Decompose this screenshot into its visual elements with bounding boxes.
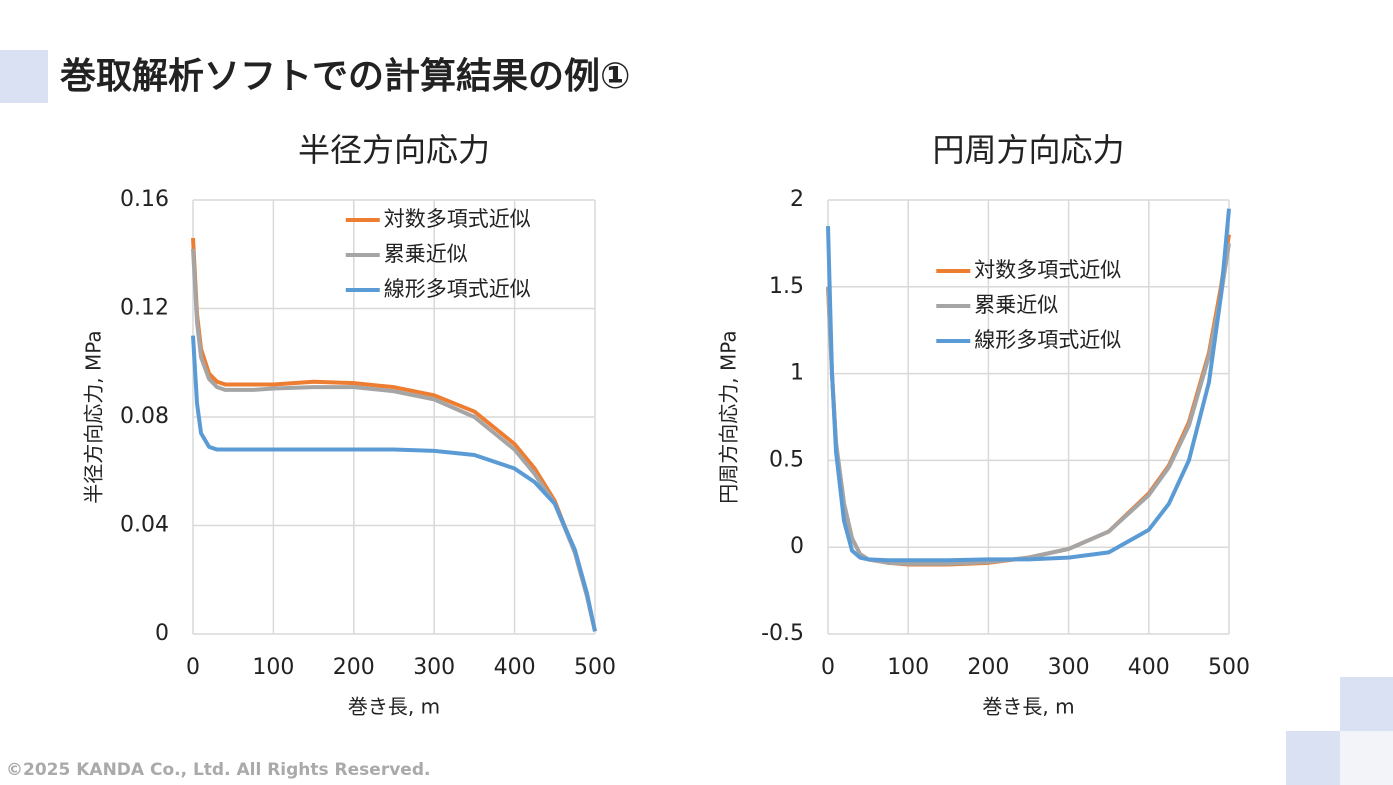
chart-title: 半径方向応力 (298, 131, 490, 169)
line-series (191, 335, 597, 632)
legend-label: 累乗近似 (384, 242, 468, 266)
line-series (826, 243, 1231, 566)
x-tick-label: 400 (494, 655, 536, 680)
deco-square (1286, 731, 1340, 785)
x-tick-label: 100 (887, 655, 929, 680)
y-tick-label: 1 (790, 361, 804, 386)
x-axis-label: 巻き長, m (982, 695, 1074, 719)
x-tick-label: 200 (967, 655, 1009, 680)
x-tick-label: 300 (413, 655, 455, 680)
y-tick-label: 0.12 (120, 296, 169, 321)
x-tick-label: 200 (333, 655, 375, 680)
x-tick-label: 300 (1048, 655, 1090, 680)
legend-label: 対数多項式近似 (384, 207, 531, 231)
y-tick-label: 0.5 (769, 447, 804, 472)
y-axis-label: 半径方向応力, MPa (82, 330, 106, 503)
x-tick-label: 500 (574, 655, 616, 680)
y-tick-label: 0 (155, 621, 169, 646)
slide-title: 巻取解析ソフトでの計算結果の例① (60, 56, 630, 97)
legend-label: 対数多項式近似 (974, 258, 1121, 282)
x-axis-label: 巻き長, m (348, 695, 440, 719)
copyright: ©2025 KANDA Co., Ltd. All Rights Reserve… (6, 760, 430, 780)
line-series (826, 208, 1231, 563)
deco-square (0, 50, 48, 103)
y-tick-label: 0.08 (120, 404, 169, 429)
x-tick-label: 0 (821, 655, 835, 680)
legend-label: 線形多項式近似 (974, 328, 1121, 352)
y-tick-label: 2 (790, 187, 804, 212)
y-axis-label: 円周方向応力, MPa (717, 330, 741, 503)
deco-square (1340, 731, 1393, 785)
line-series (826, 234, 1231, 567)
y-tick-label: -0.5 (761, 621, 804, 646)
line-series (191, 248, 597, 632)
y-tick-label: 0.04 (120, 513, 169, 538)
y-tick-label: 1.5 (769, 274, 804, 299)
chart-title: 円周方向応力 (932, 131, 1124, 169)
y-tick-label: 0 (790, 534, 804, 559)
x-tick-label: 500 (1208, 655, 1250, 680)
y-tick-label: 0.16 (120, 187, 169, 212)
deco-square (1340, 677, 1393, 731)
x-tick-label: 0 (186, 655, 200, 680)
legend-label: 累乗近似 (974, 293, 1058, 317)
x-tick-label: 100 (252, 655, 294, 680)
legend-label: 線形多項式近似 (384, 277, 531, 301)
x-tick-label: 400 (1128, 655, 1170, 680)
